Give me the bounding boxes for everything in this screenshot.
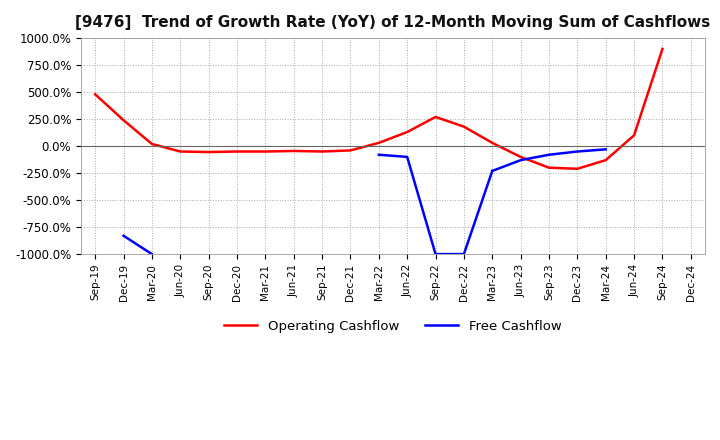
Free Cashflow — [374, 152, 383, 158]
Operating Cashflow — [204, 150, 213, 155]
Line: Free Cashflow: Free Cashflow — [379, 155, 436, 254]
Operating Cashflow — [488, 140, 497, 146]
Operating Cashflow — [261, 149, 270, 154]
Title: [9476]  Trend of Growth Rate (YoY) of 12-Month Moving Sum of Cashflows: [9476] Trend of Growth Rate (YoY) of 12-… — [76, 15, 711, 30]
Operating Cashflow — [120, 117, 128, 123]
Operating Cashflow — [630, 133, 639, 138]
Operating Cashflow — [601, 158, 610, 163]
Operating Cashflow — [573, 166, 582, 172]
Operating Cashflow — [148, 141, 156, 147]
Operating Cashflow — [176, 149, 184, 154]
Operating Cashflow — [91, 92, 99, 97]
Line: Operating Cashflow: Operating Cashflow — [95, 49, 662, 169]
Free Cashflow — [403, 154, 412, 160]
Operating Cashflow — [374, 140, 383, 146]
Operating Cashflow — [431, 114, 440, 120]
Operating Cashflow — [289, 148, 298, 154]
Operating Cashflow — [346, 148, 355, 153]
Operating Cashflow — [403, 129, 412, 135]
Operating Cashflow — [544, 165, 553, 170]
Operating Cashflow — [516, 154, 525, 160]
Legend: Operating Cashflow, Free Cashflow: Operating Cashflow, Free Cashflow — [219, 315, 567, 338]
Operating Cashflow — [459, 124, 468, 129]
Free Cashflow — [431, 252, 440, 257]
Operating Cashflow — [318, 149, 326, 154]
Operating Cashflow — [658, 46, 667, 51]
Operating Cashflow — [233, 149, 241, 154]
